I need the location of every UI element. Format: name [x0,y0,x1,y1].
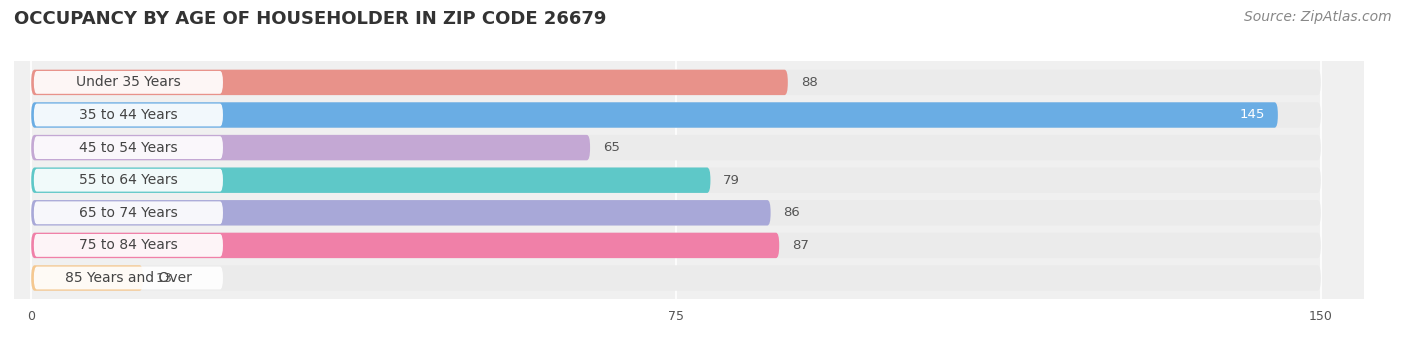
Text: 87: 87 [792,239,808,252]
Text: Source: ZipAtlas.com: Source: ZipAtlas.com [1244,10,1392,24]
Text: OCCUPANCY BY AGE OF HOUSEHOLDER IN ZIP CODE 26679: OCCUPANCY BY AGE OF HOUSEHOLDER IN ZIP C… [14,10,606,28]
FancyBboxPatch shape [34,71,224,94]
FancyBboxPatch shape [31,265,143,291]
FancyBboxPatch shape [34,136,224,159]
FancyBboxPatch shape [31,200,770,225]
FancyBboxPatch shape [31,135,1320,160]
FancyBboxPatch shape [31,233,1320,258]
FancyBboxPatch shape [31,135,591,160]
Text: 13: 13 [156,272,173,285]
FancyBboxPatch shape [31,200,1320,225]
FancyBboxPatch shape [34,104,224,126]
FancyBboxPatch shape [31,102,1278,128]
Text: 88: 88 [800,76,817,89]
FancyBboxPatch shape [34,169,224,192]
FancyBboxPatch shape [31,70,787,95]
Text: 85 Years and Over: 85 Years and Over [65,271,191,285]
Text: 79: 79 [723,174,740,187]
Text: 55 to 64 Years: 55 to 64 Years [79,173,177,187]
FancyBboxPatch shape [31,70,1320,95]
FancyBboxPatch shape [34,234,224,257]
Text: 35 to 44 Years: 35 to 44 Years [79,108,177,122]
FancyBboxPatch shape [31,168,1320,193]
FancyBboxPatch shape [31,233,779,258]
FancyBboxPatch shape [34,267,224,289]
Text: 45 to 54 Years: 45 to 54 Years [79,141,177,155]
FancyBboxPatch shape [31,168,710,193]
FancyBboxPatch shape [31,265,1320,291]
FancyBboxPatch shape [31,102,1320,128]
Text: 65: 65 [603,141,620,154]
Text: 65 to 74 Years: 65 to 74 Years [79,206,177,220]
Text: 145: 145 [1240,108,1265,121]
FancyBboxPatch shape [34,201,224,224]
Text: Under 35 Years: Under 35 Years [76,75,181,89]
Text: 86: 86 [783,206,800,219]
Text: 75 to 84 Years: 75 to 84 Years [79,238,177,252]
